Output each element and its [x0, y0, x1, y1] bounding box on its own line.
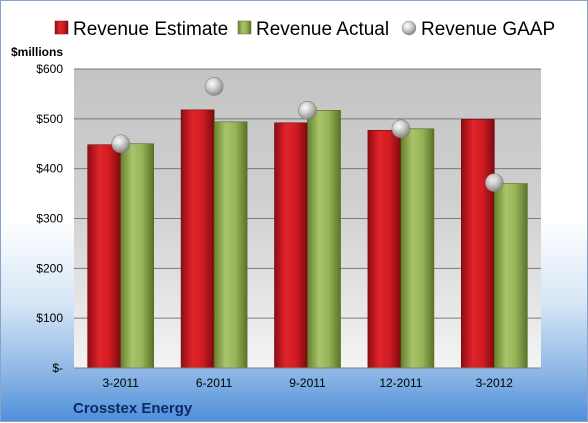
y-tick-label: $200	[36, 261, 63, 275]
x-tick-label: 6-2011	[196, 376, 233, 390]
legend-item-estimate[interactable]: Revenue Estimate	[54, 19, 228, 40]
legend-swatch-gaap	[401, 20, 417, 36]
estimate-bar	[460, 119, 495, 369]
company-name: Crosstex Energy	[73, 400, 193, 417]
legend-swatch-estimate	[54, 20, 69, 35]
legend-label-gaap: Revenue GAAP	[421, 19, 555, 40]
estimate-bar	[367, 129, 402, 369]
legend-swatch-actual	[237, 20, 252, 35]
actual-bar	[213, 121, 248, 369]
gaap-marker	[484, 173, 504, 192]
x-tick-label: 3-2012	[476, 376, 514, 390]
actual-bar	[307, 110, 341, 369]
estimate-bar	[87, 144, 121, 369]
estimate-bar	[180, 109, 215, 369]
x-tick-label: 9-2011	[289, 376, 326, 390]
gaap-marker	[111, 134, 130, 154]
y-tick-label: $500	[36, 112, 63, 126]
actual-bar	[400, 128, 435, 369]
x-axis-ticks: 3-2011 6-2011 9-2011 12-2011 3-2012	[102, 376, 513, 390]
y-tick-label: $100	[36, 311, 63, 325]
gaap-marker	[204, 77, 224, 96]
x-tick-label: 3-2011	[102, 376, 139, 390]
gaap-marker	[391, 119, 411, 139]
bars	[87, 109, 528, 369]
legend-label-estimate: Revenue Estimate	[73, 19, 228, 40]
actual-bar	[120, 143, 154, 369]
legend-label-actual: Revenue Actual	[256, 19, 389, 40]
y-tick-label: $600	[36, 62, 63, 76]
legend-item-gaap[interactable]: Revenue GAAP	[401, 19, 555, 40]
estimate-bar	[274, 122, 308, 369]
y-axis-unit-label: $millions	[11, 45, 63, 59]
legend-item-actual[interactable]: Revenue Actual	[237, 19, 389, 40]
y-tick-label: $400	[36, 162, 63, 176]
actual-bar	[493, 183, 528, 369]
gaap-marker	[298, 101, 317, 120]
y-axis-ticks: $- $100 $200 $300 $400 $500 $600	[36, 62, 63, 375]
y-tick-label: $300	[36, 212, 63, 226]
legend: Revenue Estimate Revenue Actual Revenue …	[54, 19, 555, 40]
gaap-markers	[111, 77, 504, 192]
x-tick-label: 12-2011	[379, 376, 422, 390]
y-tick-label: $-	[52, 361, 63, 375]
